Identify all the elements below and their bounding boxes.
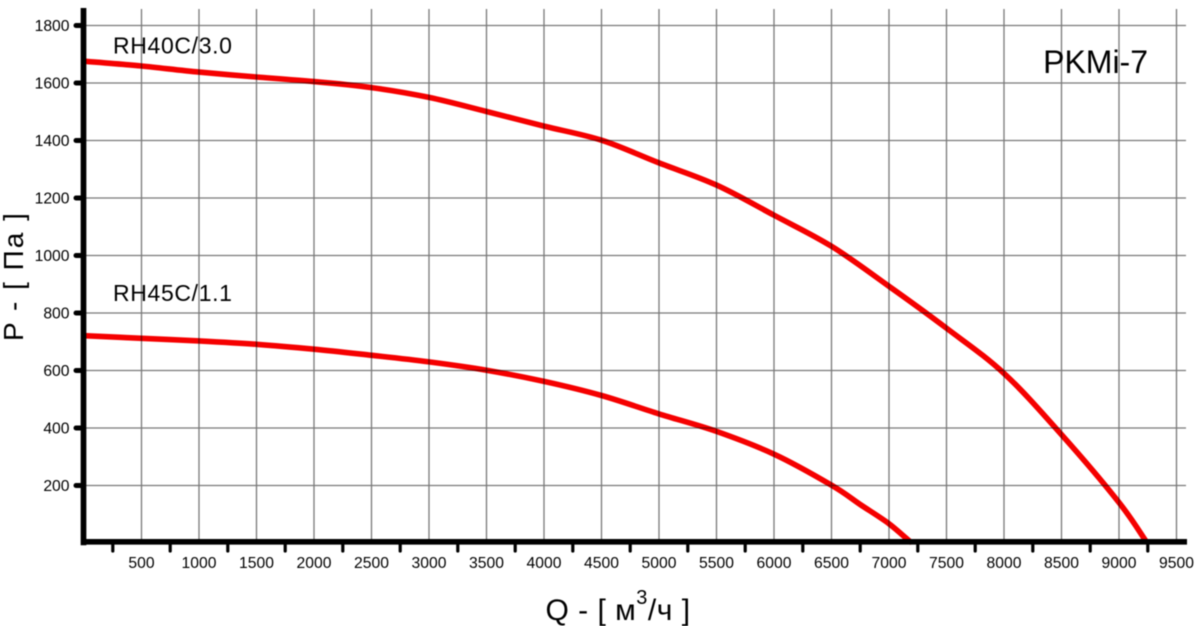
svg-text:7000: 7000 [872, 555, 907, 572]
svg-text:2000: 2000 [297, 555, 332, 572]
svg-text:3500: 3500 [469, 555, 504, 572]
svg-text:P - [ Па ]: P - [ Па ] [0, 211, 29, 341]
svg-text:8500: 8500 [1044, 555, 1079, 572]
svg-text:8000: 8000 [987, 555, 1022, 572]
svg-text:1800: 1800 [35, 18, 70, 35]
svg-text:400: 400 [43, 421, 69, 438]
svg-text:1500: 1500 [239, 555, 274, 572]
svg-text:9500: 9500 [1159, 555, 1194, 572]
svg-text:1600: 1600 [35, 76, 70, 93]
svg-text:1200: 1200 [35, 191, 70, 208]
svg-text:800: 800 [43, 306, 69, 323]
svg-text:Q - [ м3/ч ]: Q - [ м3/ч ] [545, 587, 690, 626]
svg-text:9000: 9000 [1102, 555, 1137, 572]
svg-text:RH40C/3.0: RH40C/3.0 [113, 33, 233, 59]
svg-text:600: 600 [43, 363, 69, 380]
svg-text:RH45C/1.1: RH45C/1.1 [113, 280, 233, 306]
svg-text:500: 500 [128, 555, 154, 572]
svg-text:7500: 7500 [929, 555, 964, 572]
svg-text:2500: 2500 [354, 555, 389, 572]
svg-text:1000: 1000 [182, 555, 217, 572]
svg-text:5000: 5000 [642, 555, 677, 572]
svg-text:6000: 6000 [757, 555, 792, 572]
svg-text:6500: 6500 [814, 555, 849, 572]
svg-text:PKMi-7: PKMi-7 [1043, 44, 1148, 80]
svg-text:4500: 4500 [584, 555, 619, 572]
svg-text:1400: 1400 [35, 133, 70, 150]
svg-text:4000: 4000 [527, 555, 562, 572]
svg-text:1000: 1000 [35, 248, 70, 265]
svg-text:200: 200 [43, 478, 69, 495]
svg-text:3000: 3000 [412, 555, 447, 572]
svg-text:5500: 5500 [699, 555, 734, 572]
